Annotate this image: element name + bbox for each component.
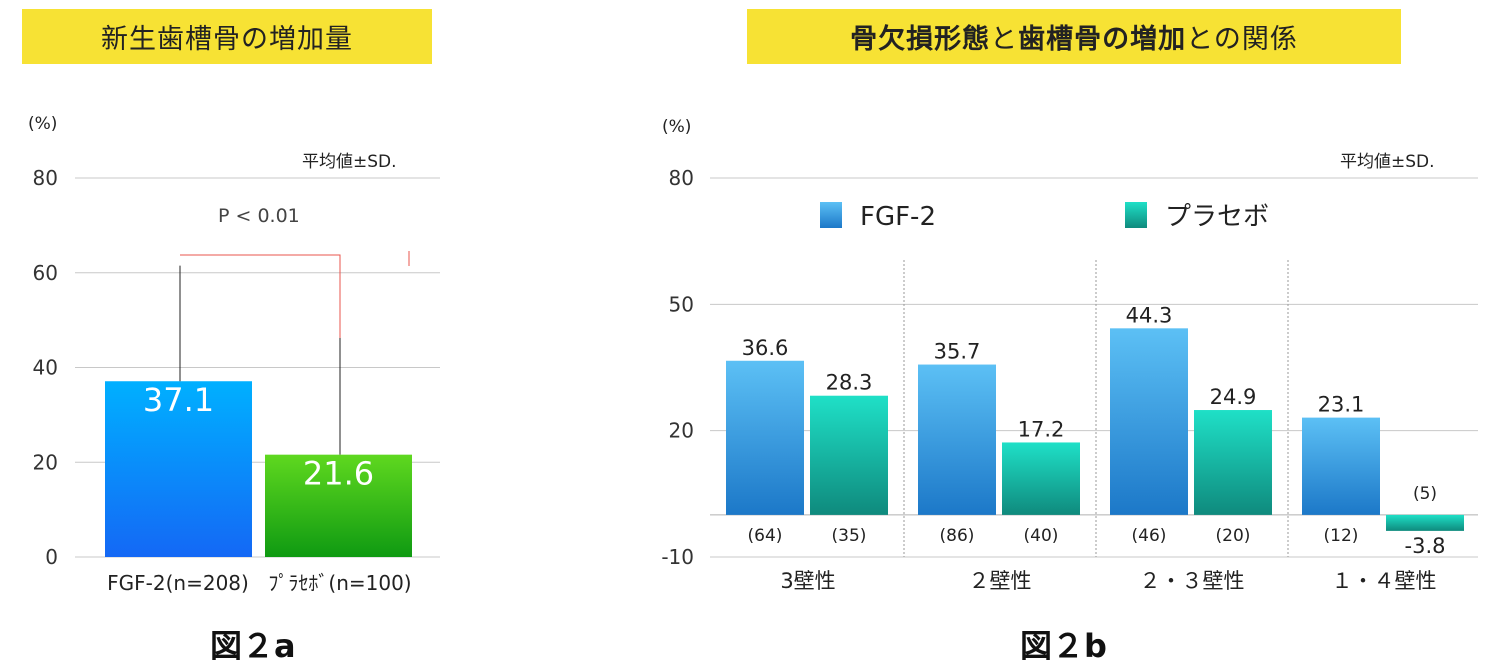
chart-b-category-label: 3壁性 [780, 569, 835, 593]
chart-b-n-label: (40) [1024, 526, 1059, 546]
chart-b-n-label: (46) [1132, 526, 1167, 546]
chart-b-legend-swatch-placebo [1125, 202, 1147, 228]
chart-b-value-label: 17.2 [1018, 417, 1065, 441]
chart-a-ytick-label: 40 [33, 356, 58, 380]
chart-b-category-label: １・４壁性 [1332, 569, 1437, 593]
chart-b-ytick-label: -10 [661, 545, 694, 569]
chart-a: (%) 平均値±SD. 0 20 40 60 80 37.1 21.6 FGF-2(n=20… [28, 114, 440, 660]
chart-b-category-label: ２・３壁性 [1140, 569, 1245, 593]
chart-a-ytick-label: 0 [45, 545, 58, 569]
chart-b-title-part-1: 骨欠損形態 [850, 24, 991, 55]
chart-b-bar-placebo [1002, 442, 1080, 515]
chart-b-legend-label-placebo: プラセボ [1165, 202, 1269, 232]
chart-b-bar-placebo [1194, 410, 1272, 515]
chart-a-value-label: 37.1 [143, 381, 214, 419]
chart-b-ytick-label: 80 [669, 166, 694, 190]
chart-b-bar-fgf2 [1302, 417, 1380, 515]
chart-a-category-label: ﾌﾟﾗｾﾎﾞ(n=100) [268, 571, 411, 595]
chart-b-n-label: (35) [832, 526, 867, 546]
chart-b-value-label: -3.8 [1405, 534, 1446, 558]
chart-b-bar-fgf2 [918, 364, 996, 515]
chart-a-value-label: 21.6 [303, 455, 374, 493]
chart-b-n-label: (86) [940, 526, 975, 546]
chart-b-value-label: 35.7 [934, 340, 981, 364]
chart-a-note: 平均値±SD. [302, 152, 397, 172]
chart-b-n-label: (64) [748, 526, 783, 546]
chart-a-bar-placebo [265, 454, 412, 557]
chart-b-value-label: 24.9 [1210, 385, 1257, 409]
chart-a-pvalue: P < 0.01 [218, 205, 300, 227]
chart-b-title-banner: 骨欠損形態と歯槽骨の増加 との関係 [747, 9, 1401, 64]
chart-b-category-label: ２壁性 [969, 569, 1032, 593]
chart-a-title-banner: 新生歯槽骨の増加量 [22, 9, 432, 64]
chart-b-caption: 図２b [1020, 627, 1107, 660]
chart-b-value-label: 28.3 [826, 371, 873, 395]
chart-b-title-part-2: と [990, 24, 1019, 55]
chart-b-bar-placebo [1386, 514, 1464, 531]
chart-b-ytick-label: 20 [669, 419, 694, 443]
chart-b-bar-fgf2 [1110, 328, 1188, 515]
chart-a-title: 新生歯槽骨の増加量 [101, 24, 353, 55]
chart-a-category-label: FGF-2(n=208) [107, 571, 249, 595]
chart-b-bar-placebo [810, 395, 888, 515]
chart-b-value-label: 44.3 [1126, 303, 1173, 327]
chart-b-value-label: 36.6 [742, 336, 789, 360]
chart-b-title-part-4: との関係 [1186, 24, 1298, 55]
chart-b-ytick-label: 50 [669, 292, 694, 316]
chart-a-ytick-label: 60 [33, 261, 58, 285]
chart-a-ytick-label: 20 [33, 450, 58, 474]
chart-a-unit: (%) [28, 114, 57, 134]
chart-b-note: 平均値±SD. [1340, 152, 1435, 172]
chart-b-value-label: 23.1 [1318, 393, 1365, 417]
chart-a-caption: 図２a [210, 627, 296, 660]
chart-a-significance-bracket [180, 254, 341, 338]
chart-b-n-label: (12) [1324, 526, 1359, 546]
chart-a-bar-fgf2 [105, 381, 252, 557]
chart-b-unit: (%) [662, 117, 691, 137]
chart-b-legend-label-fgf2: FGF-2 [860, 202, 936, 232]
chart-b-n-label: (20) [1216, 526, 1251, 546]
chart-b-title-part-3: 歯槽骨の増加 [1018, 24, 1187, 55]
chart-a-ytick-label: 80 [33, 166, 58, 190]
chart-b-n-label: (5) [1413, 484, 1437, 504]
chart-b-legend-swatch-fgf2 [820, 202, 842, 228]
chart-b-bar-fgf2 [726, 360, 804, 515]
chart-b: (%) 平均値±SD. FGF-2 プラセボ -10 20 50 80 36.6 (64)… [661, 117, 1478, 660]
